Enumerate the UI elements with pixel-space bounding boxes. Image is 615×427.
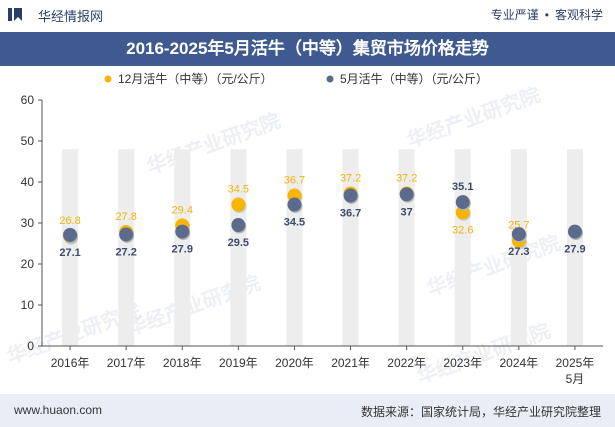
data-point-series-2 — [63, 227, 78, 242]
x-tick-label: 2023年 — [443, 356, 482, 370]
top-header: 华经情报网 专业严谨 • 客观科学 — [0, 0, 615, 28]
data-point-series-1 — [231, 197, 246, 212]
x-tick-label: 5月 — [566, 372, 585, 386]
data-label-series-2: 36.7 — [340, 208, 361, 220]
data-label-series-1: 29.4 — [172, 204, 193, 216]
y-tick-label: 30 — [21, 216, 35, 230]
data-label-series-2: 34.5 — [284, 217, 305, 229]
watermark-text: 华经产业研究院 — [414, 318, 554, 388]
data-label-series-1: 37.2 — [396, 172, 417, 184]
brand-name: 华经情报网 — [38, 9, 104, 24]
x-tick-label: 2018年 — [163, 356, 202, 370]
data-point-series-2 — [399, 187, 414, 202]
title-bar: 2016-2025年5月活牛（中等）集贸市场价格走势 — [0, 32, 615, 66]
data-point-series-2 — [343, 188, 358, 203]
watermark-text: 华经产业研究院 — [404, 82, 544, 152]
x-tick-label: 2021年 — [331, 356, 370, 370]
legend-marker-series-1 — [104, 75, 112, 83]
data-label-series-2: 27.2 — [115, 246, 136, 258]
legend-label-series-2: 5月活牛（中等）（元/公斤） — [340, 71, 488, 86]
tagline: 专业严谨 • 客观科学 — [491, 6, 603, 23]
x-tick-label: 2019年 — [219, 356, 258, 370]
data-label-series-1: 27.8 — [115, 211, 136, 223]
footer-website: www.huaon.com — [14, 403, 103, 417]
x-tick-label: 2022年 — [387, 356, 426, 370]
column-background-bar — [174, 149, 191, 346]
data-label-series-1: 32.6 — [452, 224, 473, 236]
y-tick-label: 40 — [21, 175, 35, 189]
legend-label-series-1: 12月活牛（中等）（元/公斤） — [118, 71, 273, 86]
y-tick-label: 60 — [21, 93, 35, 107]
data-label-series-2: 35.1 — [452, 181, 473, 193]
column-background-bar — [566, 149, 583, 346]
column-background-bar — [230, 149, 247, 346]
data-point-series-2 — [511, 227, 526, 242]
watermark-text: 华经产业研究院 — [144, 108, 284, 178]
data-label-series-2: 37 — [401, 206, 413, 218]
data-point-series-2 — [231, 218, 246, 233]
x-tick-label: 2025年 — [556, 356, 595, 370]
footer-bar: www.huaon.com 数据来源：国家统计局，华经产业研究院整理 — [0, 394, 615, 427]
x-tick-label: 2016年 — [51, 356, 90, 370]
tagline-tag-1: 专业严谨 — [490, 8, 539, 22]
legend-marker-series-2 — [326, 75, 334, 83]
data-point-series-2 — [455, 195, 470, 210]
data-label-series-2: 27.1 — [59, 247, 80, 259]
watermark-text: 华经产业研究院 — [424, 230, 564, 300]
data-point-series-2 — [175, 224, 190, 239]
column-background-bar — [62, 149, 79, 346]
separator-dot: • — [544, 8, 549, 22]
footer-source: 数据来源：国家统计局，华经产业研究院整理 — [360, 405, 601, 419]
chart-title: 2016-2025年5月活牛（中等）集贸市场价格走势 — [126, 39, 489, 58]
y-tick-label: 10 — [21, 298, 35, 312]
y-tick-label: 20 — [21, 257, 35, 271]
data-point-series-2 — [119, 227, 134, 242]
data-label-series-2: 27.9 — [564, 244, 585, 256]
data-label-series-1: 26.8 — [59, 215, 80, 227]
data-label-series-1: 36.7 — [284, 175, 305, 187]
x-tick-label: 2024年 — [499, 356, 538, 370]
data-point-series-2 — [567, 224, 582, 239]
y-tick-label: 50 — [21, 134, 35, 148]
tagline-tag-2: 客观科学 — [554, 8, 603, 22]
data-label-series-1: 37.2 — [340, 172, 361, 184]
y-tick-label: 0 — [27, 339, 34, 353]
data-label-series-2: 27.3 — [508, 246, 529, 258]
data-label-series-1: 34.5 — [228, 184, 249, 196]
bookmark-logo-icon — [8, 8, 22, 21]
data-label-series-2: 29.5 — [228, 237, 249, 249]
data-label-series-2: 27.9 — [172, 244, 193, 256]
chart-area: 华经产业研究院华经产业研究院华经产业研究院华经产业研究院华经产业研究院华经产业研… — [4, 71, 603, 389]
column-background-bar — [118, 149, 135, 346]
column-background-bar — [454, 149, 471, 346]
x-tick-label: 2017年 — [107, 356, 146, 370]
data-point-series-2 — [287, 197, 302, 212]
data-label-series-1: 25.7 — [508, 220, 529, 232]
x-tick-label: 2020年 — [275, 356, 314, 370]
